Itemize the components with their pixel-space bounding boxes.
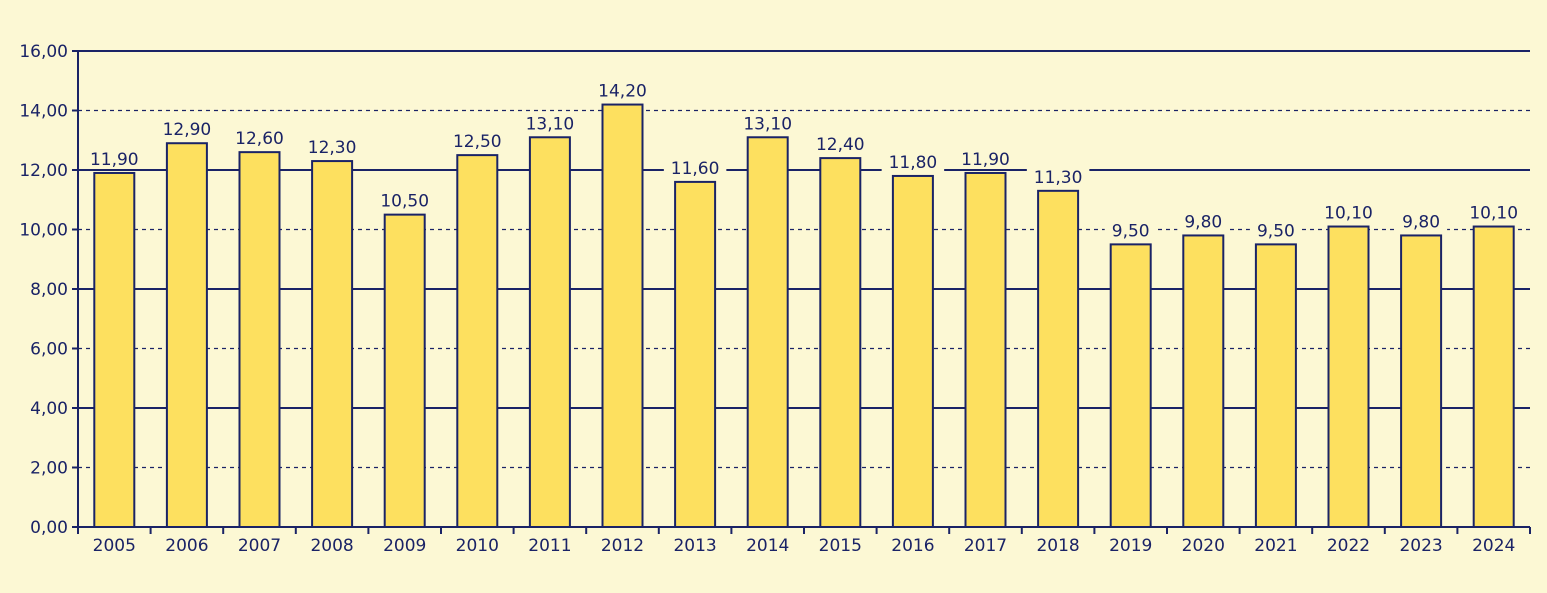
data-label-bg [1462,202,1525,223]
bar-2024 [1472,225,1515,528]
data-label-2020: 9,80 [1184,212,1222,232]
data-label-bg [446,131,509,152]
x-tick-label-2016: 2016 [891,536,934,556]
data-label-2012: 14,20 [598,82,647,102]
x-tick-label-2007: 2007 [238,536,281,556]
x-tick-label-2012: 2012 [601,536,644,556]
data-label-2018: 11,30 [1034,168,1083,188]
x-tick-label-2024: 2024 [1472,536,1515,556]
x-tick-label-2006: 2006 [165,536,208,556]
data-label-bg [1177,211,1230,232]
x-tick-label-2017: 2017 [964,536,1007,556]
data-label-bg [591,80,654,101]
x-tick-label-2020: 2020 [1182,536,1225,556]
x-tick-label-2008: 2008 [310,536,353,556]
y-tick-label: 14,00 [19,102,68,122]
data-label-bg [1249,220,1302,241]
data-label-2022: 10,10 [1324,204,1373,224]
data-label-bg [1395,211,1448,232]
data-label-2007: 12,60 [235,129,284,149]
data-label-2006: 12,90 [163,120,212,140]
bar-2015 [819,157,862,528]
data-label-bg [736,113,799,134]
bar-2010 [456,154,499,528]
data-label-bg [300,137,364,158]
x-tick-label-2023: 2023 [1399,536,1442,556]
bar-2022 [1327,225,1370,528]
bar-2012 [601,103,644,529]
bar-2008 [311,160,354,528]
data-label-2023: 9,80 [1402,212,1440,232]
data-label-2005: 11,90 [90,150,139,170]
bar-2014 [746,136,789,528]
bars: 11,90 12,90 12,60 12,30 10,50 12,50 13,10 14,20… [83,80,1525,529]
x-tick-label-2015: 2015 [819,536,862,556]
data-label-2014: 13,10 [743,114,792,134]
bar-2018 [1037,189,1080,528]
data-label-bg [1317,202,1380,223]
bar-2023 [1400,234,1443,528]
bar-2017 [964,171,1007,528]
bar-2016 [891,174,934,528]
grid-lines [78,50,1530,469]
x-axis-labels: 2005 2006 2007 2008 2009 2010 2011 2012 2013 2014… [93,536,1516,556]
data-label-bg [373,190,436,211]
bar-2020 [1182,234,1225,528]
bar-2007 [238,151,281,528]
data-label-2019: 9,50 [1112,221,1150,241]
data-label-bg [954,148,1017,169]
data-label-2015: 12,40 [816,135,865,155]
data-label-2009: 10,50 [380,192,429,212]
data-label-bg [1104,220,1157,241]
data-label-bg [881,151,945,172]
x-tick-label-2011: 2011 [528,536,571,556]
axes [77,51,1531,534]
bar-2009 [383,213,426,528]
x-tick-label-2019: 2019 [1109,536,1152,556]
y-tick-label: 6,00 [30,340,68,360]
y-tick-label: 10,00 [19,221,68,241]
data-label-2013: 11,60 [671,159,720,179]
data-label-2011: 13,10 [526,114,575,134]
x-tick-label-2010: 2010 [456,536,499,556]
data-label-2008: 12,30 [308,138,357,158]
y-tick-label: 2,00 [30,459,68,479]
x-tick-label-2014: 2014 [746,536,789,556]
data-label-bg [155,119,219,140]
data-label-bg [83,148,146,169]
bar-2013 [674,180,717,528]
x-tick-label-2021: 2021 [1254,536,1297,556]
y-tick-label: 16,00 [19,42,68,62]
data-label-bg [518,113,582,134]
data-label-2024: 10,10 [1469,204,1518,224]
x-tick-label-2005: 2005 [93,536,136,556]
bar-2021 [1254,243,1297,528]
bar-2011 [528,136,571,528]
x-tick-label-2013: 2013 [673,536,716,556]
x-tick-label-2009: 2009 [383,536,426,556]
data-label-2021: 9,50 [1257,221,1295,241]
y-tick-label: 12,00 [19,161,68,181]
y-tick-label: 4,00 [30,399,68,419]
y-axis-ticks: 0,00 2,00 4,00 6,00 8,00 10,00 12,00 14,00 16,00 [19,42,78,538]
data-label-2010: 12,50 [453,132,502,152]
data-label-bg [809,134,872,155]
y-tick-label: 0,00 [30,518,68,538]
bar-2019 [1109,243,1152,528]
data-label-bg [228,128,291,149]
data-label-bg [1026,166,1090,187]
bar-2005 [93,171,136,528]
bar-2006 [165,142,208,528]
y-tick-label: 8,00 [30,280,68,300]
x-tick-label-2022: 2022 [1327,536,1370,556]
data-label-2017: 11,90 [961,150,1010,170]
data-label-2016: 11,80 [889,153,938,173]
data-label-bg [663,157,727,178]
x-tick-label-2018: 2018 [1036,536,1079,556]
